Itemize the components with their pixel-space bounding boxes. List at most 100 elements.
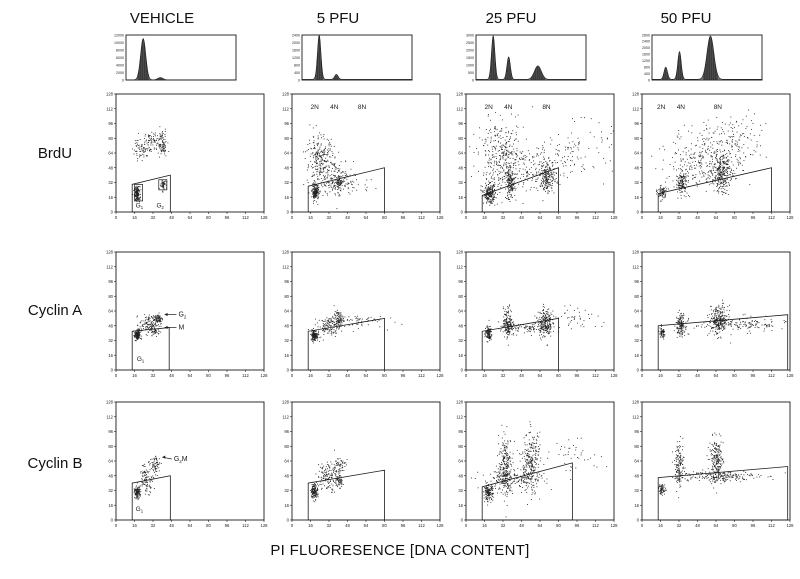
data-point [506,318,507,320]
data-point [663,196,665,198]
data-point [147,135,149,137]
data-point [327,322,329,324]
histogram-ytick-label: 2000 [116,71,124,75]
data-point [317,187,318,189]
data-point [312,338,313,340]
data-point [491,203,493,205]
data-point [509,317,511,319]
data-point [487,189,489,191]
data-point [341,172,343,174]
data-point [507,329,509,330]
data-point [315,155,317,157]
data-point [149,317,150,319]
data-point [316,161,317,163]
data-point [724,133,726,135]
data-point [546,162,548,164]
data-point [716,169,718,171]
data-point [682,184,684,186]
data-point [329,143,331,145]
data-point [152,318,154,320]
data-point [695,176,696,178]
data-point [539,161,540,163]
data-point [336,319,338,321]
data-point [545,166,547,168]
data-point [717,190,719,191]
data-point [505,321,507,323]
data-point [539,331,541,333]
data-point [326,155,328,157]
data-point [507,179,509,181]
data-point [569,165,571,167]
data-point [509,183,511,185]
data-point [312,192,314,194]
data-point [711,158,713,160]
data-point [567,137,569,139]
data-point [488,154,490,156]
data-point [549,137,551,139]
data-point [486,189,488,191]
data-point [675,169,677,171]
data-point [685,168,687,170]
data-point [523,163,525,165]
data-point [540,165,542,167]
data-point [320,144,322,146]
data-point [340,190,341,191]
data-point [144,141,146,143]
data-point [532,156,534,158]
data-point [481,139,483,141]
data-point [485,194,487,195]
data-point [495,128,497,130]
data-point [149,140,151,142]
data-point [543,336,545,338]
data-point [593,167,595,169]
data-point [551,188,553,190]
data-point [135,190,137,192]
data-point [311,339,313,341]
data-point [339,317,341,319]
data-point [705,152,707,153]
data-point [500,149,502,151]
data-point [543,152,545,154]
data-point [323,334,325,335]
data-point [722,191,723,193]
data-point [512,174,514,176]
data-point [160,182,162,184]
data-point [553,192,555,194]
data-point [316,337,318,339]
data-point [523,155,525,157]
data-point [732,173,733,175]
data-point [485,201,487,203]
data-point [715,155,717,157]
data-point [390,317,392,319]
data-point [682,158,684,160]
data-point [546,345,548,346]
data-point [545,170,547,172]
scatter-ytick-label: 128 [456,92,464,97]
data-point [512,130,514,132]
data-point [163,138,164,140]
data-point [350,168,352,170]
data-point [721,173,723,175]
data-point [323,178,325,180]
data-point [341,318,343,320]
data-point [163,148,165,150]
data-point [753,135,755,137]
data-point [156,316,158,318]
data-point [731,146,733,148]
data-point [688,195,689,196]
data-point [735,154,737,156]
data-point [503,323,505,325]
data-point [545,175,547,176]
data-point [159,316,161,318]
data-point [314,337,316,339]
data-point [154,329,156,331]
data-point [495,140,496,141]
data-point [316,191,318,193]
data-point [551,176,553,178]
data-point [508,197,509,199]
data-point [316,152,318,154]
data-point [316,337,318,339]
data-point [726,175,728,177]
data-point [486,325,488,327]
data-point [317,142,319,144]
